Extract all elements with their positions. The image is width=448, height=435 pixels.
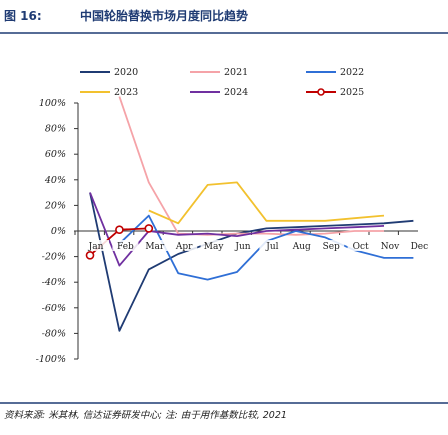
x-tick-label: May bbox=[204, 242, 225, 252]
x-label-bg bbox=[83, 240, 109, 251]
x-label-bg bbox=[347, 240, 374, 251]
legend-marker bbox=[317, 88, 325, 96]
x-tick-label: Dec bbox=[411, 242, 429, 252]
x-label-bg bbox=[377, 240, 403, 251]
x-tick-label: Apr bbox=[175, 242, 193, 252]
series-layer bbox=[85, 96, 414, 332]
legend-label: 2020 bbox=[114, 67, 138, 78]
series-2020 bbox=[89, 192, 414, 332]
x-label-bg bbox=[259, 240, 286, 251]
y-tick-label: 40% bbox=[44, 175, 66, 186]
figure-label: 图 16: bbox=[4, 9, 42, 23]
y-tick-label: 20% bbox=[44, 200, 66, 211]
series-line-2020 bbox=[89, 192, 414, 332]
x-tick-label: Nov bbox=[381, 242, 400, 252]
y-tick-label: 100% bbox=[39, 98, 66, 109]
series-2023 bbox=[148, 181, 385, 225]
x-tick-label: Jan bbox=[88, 242, 104, 252]
legend-entry-2022: 2022 bbox=[306, 67, 364, 78]
x-tick-label: Mar bbox=[145, 242, 165, 252]
x-label-bg bbox=[406, 240, 433, 251]
legend-entry-2021: 2021 bbox=[190, 67, 248, 78]
legend-entry-2020: 2020 bbox=[80, 67, 138, 78]
legend-label: 2023 bbox=[114, 87, 138, 98]
series-2024 bbox=[89, 192, 385, 267]
legend: 2020 2021 2022 2023 2024 2025 bbox=[80, 67, 364, 98]
y-tick-label: 60% bbox=[45, 149, 66, 160]
x-category-labels: Jan Feb Mar Apr May Jun Jul Aug Sep Oct Nov Dec bbox=[83, 240, 433, 252]
source-note: 资料来源: 米其林, 信达证券研发中心; 注: 由于用作基数比较, 2021 bbox=[4, 409, 287, 421]
x-label-bg bbox=[288, 240, 315, 251]
x-tick-label: Oct bbox=[353, 242, 369, 252]
x-label-bg bbox=[171, 240, 198, 251]
y-tick-label: -80% bbox=[42, 328, 66, 339]
x-label-bg bbox=[112, 240, 139, 251]
x-tick-label: Sep bbox=[323, 242, 340, 252]
series-line-2023 bbox=[148, 181, 385, 225]
x-tick-label: Feb bbox=[117, 242, 134, 252]
y-tick-label: -20% bbox=[42, 252, 66, 263]
x-label-bg bbox=[230, 240, 256, 251]
x-label-bg bbox=[141, 240, 168, 251]
figure-title: 中国轮胎替换市场月度同比趋势 bbox=[80, 8, 248, 23]
x-tick-label: Jul bbox=[265, 242, 278, 252]
data-point-2025 bbox=[144, 224, 154, 233]
x-label-bg bbox=[200, 240, 227, 251]
y-tick-label: -40% bbox=[42, 277, 66, 288]
legend-label: 2025 bbox=[340, 87, 364, 98]
y-tick-label: -60% bbox=[42, 303, 66, 314]
legend-entry-2024: 2024 bbox=[190, 87, 248, 98]
data-point-2025 bbox=[115, 225, 124, 235]
y-axis: 100% 80% 60% 40% 20% 0% -20% -40% -60% -80% -100% bbox=[36, 98, 79, 365]
y-tick-label: -100% bbox=[36, 354, 66, 365]
x-tick-label: Aug bbox=[292, 242, 311, 252]
legend-entry-2025: 2025 bbox=[306, 87, 364, 98]
legend-entry-2023: 2023 bbox=[80, 87, 138, 98]
data-point-2025 bbox=[85, 251, 95, 260]
x-tick-label: Jun bbox=[234, 242, 250, 252]
legend-label: 2022 bbox=[340, 67, 364, 78]
y-tick-label: 80% bbox=[45, 124, 66, 135]
series-line-2024 bbox=[89, 192, 385, 267]
legend-label: 2021 bbox=[224, 67, 248, 78]
legend-label: 2024 bbox=[224, 87, 248, 98]
y-tick-label: 0% bbox=[51, 226, 66, 237]
x-label-bg bbox=[318, 240, 345, 251]
